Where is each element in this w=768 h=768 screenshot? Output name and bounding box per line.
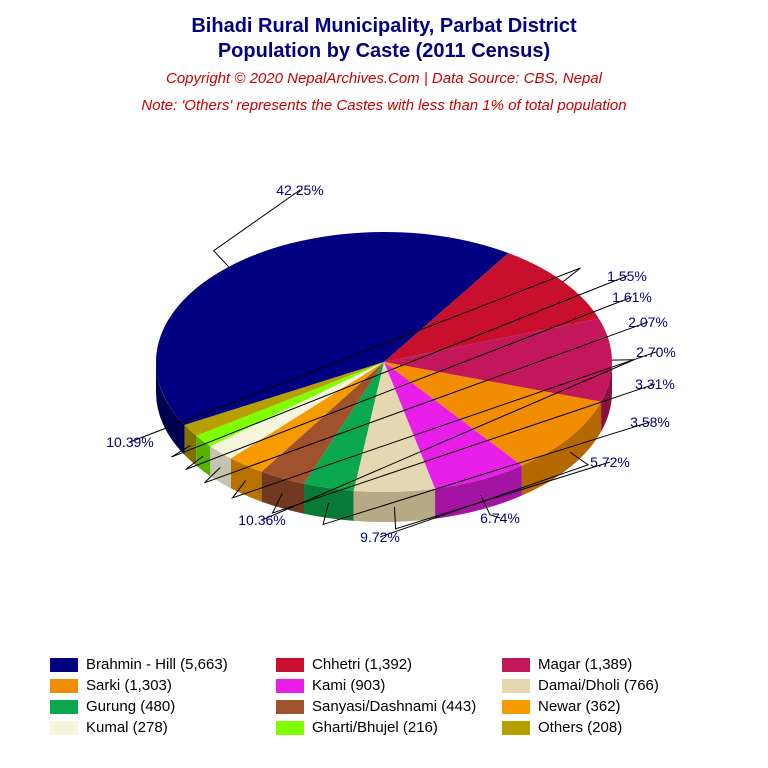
chart-legend: Brahmin - Hill (5,663) Chhetri (1,392) Mag… xyxy=(50,656,718,736)
chart-title-line-2: Population by Caste (2011 Census) xyxy=(0,39,768,64)
pie-pct-label: 42.25% xyxy=(276,182,323,198)
legend-label: Brahmin - Hill (5,663) xyxy=(86,656,228,673)
legend-item: Damai/Dholi (766) xyxy=(502,677,718,694)
legend-label: Newar (362) xyxy=(538,698,621,715)
pie-pct-label: 2.70% xyxy=(636,344,676,360)
legend-swatch xyxy=(276,700,304,714)
legend-swatch xyxy=(50,658,78,672)
legend-item: Sanyasi/Dashnami (443) xyxy=(276,698,492,715)
legend-swatch xyxy=(276,679,304,693)
pie-pct-label: 5.72% xyxy=(590,454,630,470)
copyright-text: Copyright © 2020 NepalArchives.Com | Dat… xyxy=(0,70,768,87)
pie-pct-label: 3.31% xyxy=(635,376,675,392)
pie-pct-label: 10.39% xyxy=(106,434,153,450)
chart-title-line-1: Bihadi Rural Municipality, Parbat Distri… xyxy=(0,14,768,39)
pie-pct-label: 2.07% xyxy=(628,314,668,330)
legend-label: Sarki (1,303) xyxy=(86,677,172,694)
legend-swatch xyxy=(502,679,530,693)
legend-item: Gharti/Bhujel (216) xyxy=(276,719,492,736)
legend-item: Others (208) xyxy=(502,719,718,736)
legend-swatch xyxy=(502,700,530,714)
legend-item: Kumal (278) xyxy=(50,719,266,736)
legend-label: Others (208) xyxy=(538,719,622,736)
legend-swatch xyxy=(502,658,530,672)
chart-header: Bihadi Rural Municipality, Parbat Distri… xyxy=(0,0,768,114)
legend-swatch xyxy=(50,700,78,714)
legend-label: Damai/Dholi (766) xyxy=(538,677,659,694)
legend-swatch xyxy=(50,721,78,735)
legend-label: Chhetri (1,392) xyxy=(312,656,412,673)
legend-label: Gurung (480) xyxy=(86,698,175,715)
legend-item: Sarki (1,303) xyxy=(50,677,266,694)
legend-label: Sanyasi/Dashnami (443) xyxy=(312,698,476,715)
pie-pct-label: 10.36% xyxy=(238,512,285,528)
pie-chart-area: 42.25% 10.39% 10.36% 9.72% 6.74% 5.72% 3.58% 3.… xyxy=(0,122,768,562)
legend-item: Gurung (480) xyxy=(50,698,266,715)
legend-item: Chhetri (1,392) xyxy=(276,656,492,673)
legend-item: Brahmin - Hill (5,663) xyxy=(50,656,266,673)
legend-swatch xyxy=(276,721,304,735)
chart-note: Note: 'Others' represents the Castes wit… xyxy=(0,97,768,114)
pie-pct-label: 1.61% xyxy=(612,289,652,305)
legend-label: Gharti/Bhujel (216) xyxy=(312,719,438,736)
legend-item: Newar (362) xyxy=(502,698,718,715)
pie-pct-label: 6.74% xyxy=(480,510,520,526)
legend-label: Kami (903) xyxy=(312,677,385,694)
legend-label: Magar (1,389) xyxy=(538,656,632,673)
legend-label: Kumal (278) xyxy=(86,719,168,736)
legend-swatch xyxy=(50,679,78,693)
pie-chart-svg xyxy=(0,122,768,562)
legend-swatch xyxy=(276,658,304,672)
pie-pct-label: 1.55% xyxy=(607,268,647,284)
legend-item: Magar (1,389) xyxy=(502,656,718,673)
legend-item: Kami (903) xyxy=(276,677,492,694)
pie-pct-label: 9.72% xyxy=(360,529,400,545)
legend-swatch xyxy=(502,721,530,735)
pie-pct-label: 3.58% xyxy=(630,414,670,430)
